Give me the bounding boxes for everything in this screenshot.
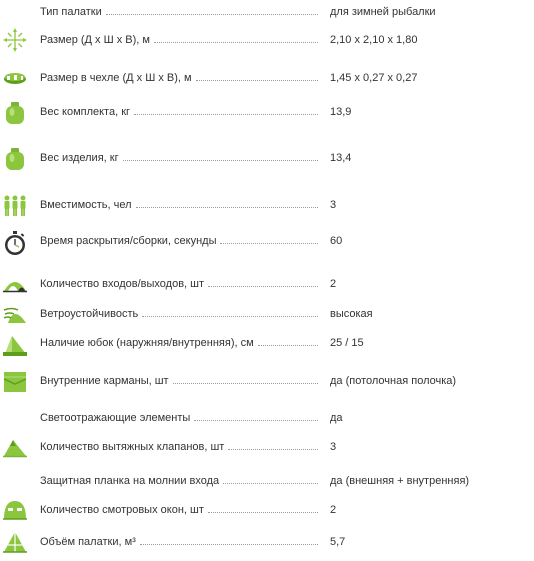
stopwatch-icon (2, 230, 28, 256)
spec-value: 5,7 (330, 536, 346, 548)
dot-leader (228, 449, 318, 450)
spec-label: Время раскрытия/сборки, секунды (40, 235, 221, 247)
dot-leader (135, 207, 318, 208)
dot-leader (208, 286, 318, 287)
spec-label: Количество вытяжных клапанов, шт (40, 441, 229, 453)
spec-label: Наличие юбок (наружняя/внутренняя), см (40, 337, 258, 349)
spec-row-entrances: Количество входов/выходов, шт 2 (0, 272, 534, 296)
dot-leader (153, 42, 318, 43)
spec-label: Количество входов/выходов, шт (40, 278, 209, 290)
dot-leader (142, 316, 318, 317)
spec-label: Вес изделия, кг (40, 152, 123, 164)
spec-value: 13,4 (330, 152, 352, 164)
spec-value: да (330, 412, 343, 424)
entrance-icon (2, 271, 28, 297)
spec-label: Ветроустойчивость (40, 308, 143, 320)
people-icon (2, 193, 28, 219)
spec-value: высокая (330, 308, 373, 320)
spec-label: Вместимость, чел (40, 199, 136, 211)
dimensions-icon (2, 27, 28, 53)
window-icon (2, 497, 28, 523)
spec-label: Светоотражающие элементы (40, 412, 195, 424)
spec-label: Размер в чехле (Д х Ш х В), м (40, 72, 196, 84)
spec-value: да (потолочная полочка) (330, 375, 457, 387)
spec-value: 25 / 15 (330, 337, 364, 349)
dot-leader (207, 512, 318, 513)
spec-label: Количество смотровых окон, шт (40, 504, 208, 516)
spec-row-wind-resistance: Ветроустойчивость высокая (0, 302, 534, 326)
spec-label: Размер (Д х Ш х В), м (40, 34, 154, 46)
spec-label: Внутренние карманы, шт (40, 375, 173, 387)
packed-bag-icon (2, 65, 28, 91)
spec-row-view-windows: Количество смотровых окон, шт 2 (0, 498, 534, 522)
spec-row-volume: Объём палатки, м³ 5,7 (0, 530, 534, 554)
spec-row-zipper-flap: Защитная планка на молнии входа да (внеш… (0, 469, 534, 493)
spec-value: 2,10 х 2,10 х 1,80 (330, 34, 418, 46)
spec-row-vents: Количество вытяжных клапанов, шт 3 (0, 435, 534, 459)
spec-row-skirts: Наличие юбок (наружняя/внутренняя), см 2… (0, 331, 534, 358)
dot-leader (172, 383, 318, 384)
dot-leader (220, 243, 318, 244)
spec-value: 13,9 (330, 106, 352, 118)
dot-leader (122, 160, 318, 161)
spec-value: для зимней рыбалки (330, 6, 436, 18)
dot-leader (257, 345, 318, 346)
dot-leader (139, 544, 318, 545)
spec-row-inner-pockets: Внутренние карманы, шт да (потолочная по… (0, 369, 534, 393)
spec-row-product-weight: Вес изделия, кг 13,4 (0, 146, 534, 170)
spec-label: Вес комплекта, кг (40, 106, 135, 118)
pocket-icon (2, 369, 28, 395)
spec-value: 2 (330, 278, 337, 290)
spec-value: 3 (330, 199, 337, 211)
spec-value: да (внешняя + внутренняя) (330, 475, 470, 487)
weight-icon (2, 146, 28, 172)
spec-label: Тип палатки (40, 6, 106, 18)
spec-row-kit-weight: Вес комплекта, кг 13,9 (0, 100, 534, 124)
spec-row-setup-time: Время раскрытия/сборки, секунды 60 (0, 229, 534, 256)
weight-icon (2, 100, 28, 126)
vent-icon (2, 434, 28, 460)
dot-leader (134, 114, 318, 115)
wind-icon (2, 301, 28, 327)
dot-leader (195, 80, 318, 81)
spec-row-tent-type: Тип палатки для зимней рыбалки (0, 0, 534, 24)
spec-value: 2 (330, 504, 337, 516)
spec-label: Защитная планка на молнии входа (40, 475, 224, 487)
volume-icon (2, 529, 28, 555)
dot-leader (105, 14, 318, 15)
dot-leader (194, 420, 318, 421)
spec-value: 3 (330, 441, 337, 453)
spec-value: 60 (330, 235, 343, 247)
spec-label: Объём палатки, м³ (40, 536, 140, 548)
dot-leader (223, 483, 318, 484)
skirt-icon (2, 332, 28, 358)
spec-value: 1,45 х 0,27 х 0,27 (330, 72, 418, 84)
spec-row-capacity: Вместимость, чел 3 (0, 193, 534, 217)
spec-row-size: Размер (Д х Ш х В), м 2,10 х 2,10 х 1,80 (0, 28, 534, 52)
spec-row-packed-size: Размер в чехле (Д х Ш х В), м 1,45 х 0,2… (0, 66, 534, 90)
spec-row-reflective-elements: Светоотражающие элементы да (0, 406, 534, 430)
